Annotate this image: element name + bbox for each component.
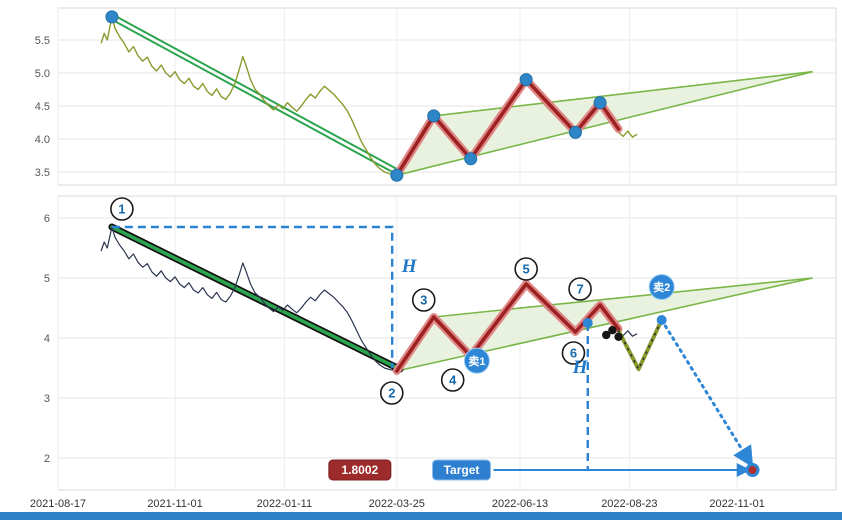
target-box-rect: [431, 459, 491, 481]
wave-label-5[interactable]: 5: [514, 257, 538, 281]
y-tick-label: 5: [44, 273, 50, 285]
end-cluster-dot: [608, 326, 617, 335]
x-tick-label: 2022-08-23: [601, 498, 657, 510]
x-tick-label: 2022-11-01: [709, 498, 764, 510]
y-tick-label: 3.5: [35, 167, 50, 179]
wave-label-1[interactable]: 1: [110, 197, 134, 221]
wave-label-3[interactable]: 3: [411, 288, 436, 312]
wave-label-2[interactable]: 2: [379, 381, 404, 405]
wave-number: 2: [388, 386, 395, 401]
y-tick-label: 4.5: [35, 101, 50, 113]
target-box-label: Target: [444, 463, 480, 477]
target-price-value: 1.8002: [341, 463, 378, 477]
sell-2-badge[interactable]: 卖2: [648, 274, 675, 300]
height-label-1: H: [401, 256, 418, 277]
trendline: [112, 13, 402, 173]
sell-badge-circle: [463, 347, 490, 374]
wave-number: 4: [449, 373, 457, 388]
pivot-marker[interactable]: [519, 73, 533, 87]
height-label-2: H: [572, 357, 589, 378]
wave-number: 3: [420, 293, 427, 308]
y-tick-label: 6: [44, 213, 50, 225]
trendline: [110, 225, 402, 372]
wave-label-6[interactable]: 6: [561, 341, 586, 365]
wave-circle: [411, 288, 436, 312]
pivot-marker[interactable]: [464, 152, 478, 166]
wave-number: 7: [576, 282, 583, 297]
wave-circle: [440, 368, 465, 392]
x-tick-label: 2022-03-25: [369, 498, 425, 510]
pivot-marker[interactable]: [593, 96, 607, 110]
wave-circle: [514, 257, 538, 281]
bottom-bar: [0, 512, 842, 520]
target-price-box[interactable]: 1.8002: [328, 459, 392, 481]
sell-badge-label: 卖2: [653, 280, 670, 294]
wave-number: 5: [523, 262, 530, 277]
x-tick-label: 2021-11-01: [147, 498, 202, 510]
pivot-marker[interactable]: [390, 168, 404, 182]
y-tick-label: 5.5: [35, 35, 50, 47]
target-price-box-rect: [328, 459, 392, 481]
pivot-marker[interactable]: [568, 125, 582, 139]
sell-badge-circle: [648, 274, 675, 300]
wave-label-4[interactable]: 4: [440, 368, 465, 392]
pivot-marker[interactable]: [105, 10, 119, 24]
sell2-dot: [656, 315, 667, 325]
end-cluster-dot: [602, 330, 611, 340]
y-tick-label: 3: [44, 393, 50, 405]
wedge-upper-line: [433, 70, 813, 117]
end-cluster-dot: [614, 332, 623, 341]
breakdown-dot: [582, 318, 593, 328]
x-tick-label: 2022-01-11: [257, 498, 312, 510]
pivot-marker[interactable]: [427, 109, 441, 123]
zigzag-line: [395, 282, 621, 373]
projection-zigzag-dots: [617, 319, 663, 372]
wave-number: 1: [118, 202, 125, 217]
wave-circle: [568, 277, 592, 301]
y-tick-label: 4.0: [35, 134, 50, 146]
trendline: [110, 18, 400, 177]
y-tick-label: 4: [44, 333, 50, 345]
wedge-upper-line: [433, 277, 813, 318]
chart-layers: 5.5 5.0 4.5 4.0 3.5 6 5 4 3 2 2021-08-17 2021-11-01…: [30, 7, 837, 510]
wave-label-7[interactable]: 7: [568, 277, 592, 301]
measure-dashed-line: [111, 225, 394, 368]
x-tick-label: 2021-08-17: [30, 498, 86, 510]
target-box[interactable]: Target: [431, 459, 491, 481]
x-tick-label: 2022-06-13: [492, 498, 548, 510]
wave-circle: [110, 197, 134, 221]
y-tick-label: 2: [44, 453, 50, 465]
projection-to-target-line: [660, 318, 754, 468]
wave-circle: [379, 381, 404, 405]
sell-badge-label: 卖1: [468, 354, 485, 368]
wave-circle: [561, 341, 586, 365]
wave-number: 6: [570, 346, 577, 361]
target-point-marker[interactable]: [745, 463, 760, 477]
y-tick-label: 5.0: [35, 68, 50, 80]
sell-1-badge[interactable]: 卖1: [463, 347, 490, 374]
